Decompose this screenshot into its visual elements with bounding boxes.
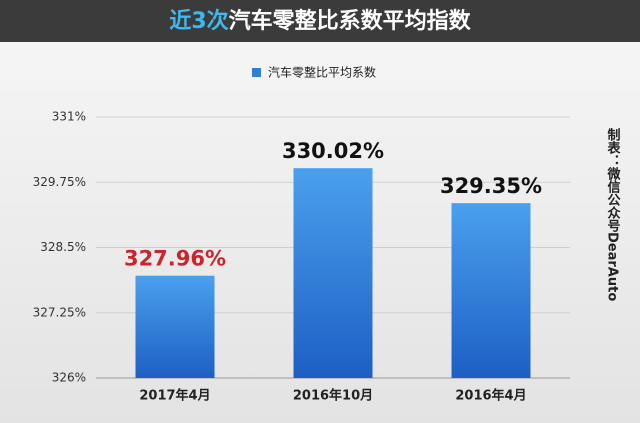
title-bar <box>0 0 640 42</box>
y-tick-label: 327.25% <box>33 305 86 319</box>
bar <box>135 275 215 378</box>
value-label: 329.35% <box>440 174 542 198</box>
value-label: 327.96% <box>124 247 226 271</box>
bar <box>293 168 373 378</box>
y-tick-label: 328.5% <box>40 240 86 254</box>
y-tick-label: 331% <box>52 110 86 124</box>
x-tick-label: 2016年4月 <box>455 388 526 404</box>
title-rest: 汽车零整比系数平均指数 <box>229 8 472 34</box>
value-label: 330.02% <box>282 139 384 163</box>
chart-title: 近3次汽车零整比系数平均指数 <box>169 8 471 34</box>
legend-swatch <box>252 68 261 77</box>
x-tick-label: 2017年4月 <box>139 388 210 404</box>
y-tick-label: 329.75% <box>33 175 86 189</box>
bar <box>451 203 531 378</box>
title-highlight: 近3次 <box>169 8 228 34</box>
y-tick-label: 326% <box>52 371 86 385</box>
x-tick-label: 2016年10月 <box>293 388 373 404</box>
source-note: 制表：微信公众号DearAuto <box>605 127 622 301</box>
legend-label: 汽车零整比平均系数 <box>268 65 376 80</box>
